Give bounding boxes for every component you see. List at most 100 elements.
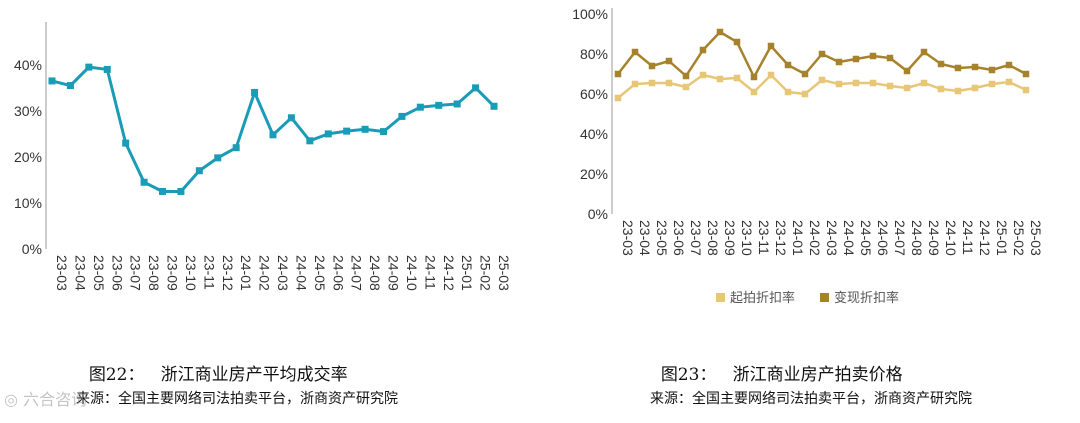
data-point xyxy=(1005,61,1013,69)
legend-swatch xyxy=(820,293,829,302)
data-point xyxy=(85,63,93,71)
data-point xyxy=(818,50,826,58)
data-point xyxy=(1022,86,1030,94)
caption-right-label: 图23： xyxy=(660,365,717,385)
x-tick-label: 24-10 xyxy=(943,220,959,256)
data-point xyxy=(453,100,461,108)
y-tick-label: 80% xyxy=(580,46,608,62)
x-tick-label: 25-01 xyxy=(459,255,475,291)
data-point xyxy=(214,154,222,162)
data-point xyxy=(733,74,741,82)
data-point xyxy=(886,54,894,62)
data-point xyxy=(103,65,111,73)
data-point xyxy=(177,187,185,195)
data-point xyxy=(716,28,724,36)
data-point xyxy=(971,84,979,92)
x-tick-label: 23-05 xyxy=(654,220,670,256)
data-point xyxy=(490,102,498,110)
x-tick-label: 23-11 xyxy=(201,255,217,290)
x-tick-label: 25-03 xyxy=(496,255,512,291)
chart-left: 0%10%20%30%40%23-03 23-04 23-05 23-06 23-07 2… xyxy=(14,22,512,291)
caption-left: 图22： 浙江商业房产平均成交率 xyxy=(78,340,348,385)
x-tick-label: 23-09 xyxy=(165,255,181,291)
x-tick-label: 23-12 xyxy=(773,220,789,256)
data-point xyxy=(269,131,277,139)
x-tick-label: 23-09 xyxy=(722,220,738,256)
data-point xyxy=(159,187,166,195)
data-point xyxy=(324,130,332,138)
x-tick-label: 23-06 xyxy=(109,255,125,291)
x-tick-label: 24-06 xyxy=(875,220,891,256)
data-point xyxy=(733,38,741,46)
x-tick-label: 23-05 xyxy=(91,255,107,291)
x-tick-label: 24-12 xyxy=(977,220,993,256)
data-point xyxy=(699,71,707,79)
data-point xyxy=(66,82,74,90)
data-point xyxy=(287,114,295,122)
data-point xyxy=(971,63,979,71)
data-point xyxy=(988,80,996,88)
data-point xyxy=(306,137,314,145)
x-tick-label: 24-11 xyxy=(422,255,438,290)
data-point xyxy=(48,77,56,85)
x-tick-label: 23-03 xyxy=(54,255,70,291)
data-point xyxy=(195,167,203,175)
x-tick-label: 24-01 xyxy=(238,255,254,291)
legend-swatch xyxy=(716,293,725,302)
data-point xyxy=(435,101,443,109)
data-point xyxy=(1022,70,1030,78)
x-tick-label: 23-08 xyxy=(146,255,162,291)
x-tick-label: 24-08 xyxy=(909,220,925,256)
data-point xyxy=(631,48,639,56)
data-point xyxy=(954,87,962,95)
data-point xyxy=(631,80,639,88)
data-point xyxy=(682,72,690,80)
data-point xyxy=(648,62,656,70)
data-point xyxy=(122,139,130,147)
x-tick-label: 23-07 xyxy=(128,255,144,291)
data-point xyxy=(954,64,962,72)
data-point xyxy=(801,90,809,98)
x-tick-label: 23-04 xyxy=(637,220,653,256)
data-point xyxy=(648,79,656,87)
data-point xyxy=(903,67,911,75)
y-tick-label: 40% xyxy=(580,126,608,142)
x-tick-label: 24-03 xyxy=(275,255,291,291)
x-tick-label: 23-06 xyxy=(671,220,687,256)
data-point xyxy=(886,82,894,90)
data-point xyxy=(614,70,622,78)
data-point xyxy=(716,75,724,83)
y-tick-label: 10% xyxy=(14,195,42,211)
data-point xyxy=(665,79,673,87)
x-tick-label: 23-08 xyxy=(705,220,721,256)
source-left: 来源：全国主要网络司法拍卖平台，浙商资产研究院 xyxy=(76,391,398,407)
data-point xyxy=(699,46,707,54)
data-point xyxy=(1005,78,1013,86)
data-point xyxy=(920,79,928,87)
x-tick-label: 24-12 xyxy=(441,255,457,291)
data-point xyxy=(869,79,877,87)
data-point xyxy=(852,55,860,63)
caption-right: 图23： 浙江商业房产拍卖价格 xyxy=(650,340,903,385)
legend-label: 起拍折扣率 xyxy=(730,290,795,306)
y-tick-label: 0% xyxy=(588,206,608,222)
legend-label: 变现折扣率 xyxy=(834,290,899,306)
watermark: ◎ 六合咨询 xyxy=(4,386,87,410)
y-tick-label: 60% xyxy=(580,86,608,102)
data-point xyxy=(140,178,148,186)
data-point xyxy=(937,85,945,93)
data-point xyxy=(903,84,911,92)
data-point xyxy=(937,60,945,68)
x-tick-label: 25-02 xyxy=(478,255,494,291)
data-point xyxy=(614,94,622,102)
data-point xyxy=(665,57,673,65)
x-tick-label: 24-05 xyxy=(858,220,874,256)
source-right: 来源：全国主要网络司法拍卖平台，浙商资产研究院 xyxy=(650,391,972,407)
data-point xyxy=(416,103,424,111)
caption-left-title: 浙江商业房产平均成交率 xyxy=(160,365,348,385)
data-point xyxy=(852,79,860,87)
data-point xyxy=(251,88,259,96)
series-line xyxy=(51,65,496,193)
y-tick-label: 40% xyxy=(14,57,42,73)
data-point xyxy=(835,58,843,66)
